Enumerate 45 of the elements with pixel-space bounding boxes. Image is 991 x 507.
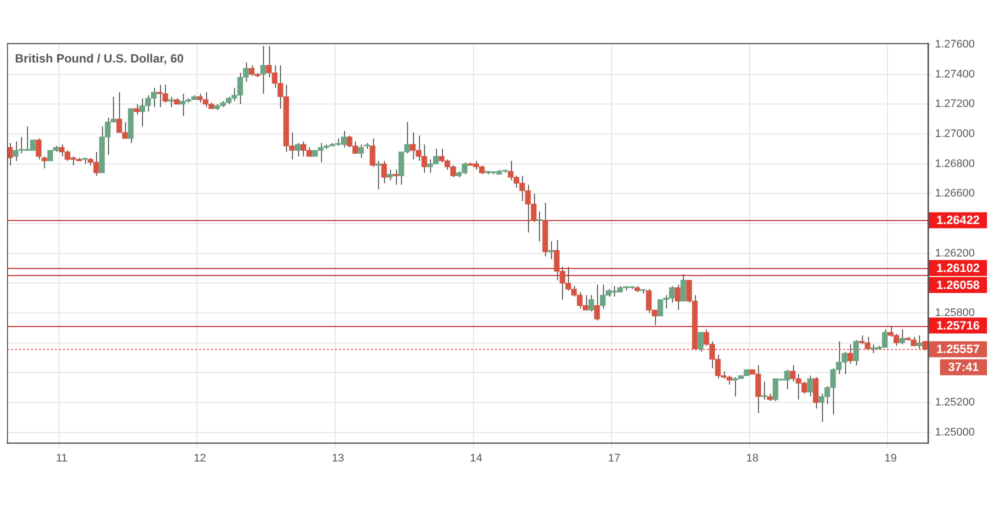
candlestick — [698, 332, 704, 352]
ref-line-label: 1.26102 — [936, 260, 980, 275]
candlestick — [916, 334, 922, 350]
candlestick — [899, 328, 905, 345]
candlestick — [761, 381, 767, 400]
y-tick-label: 1.25200 — [935, 396, 975, 409]
y-tick-label: 1.27600 — [935, 38, 975, 51]
ref-line-label: 1.26058 — [936, 278, 980, 292]
x-tick-label: 18 — [746, 452, 759, 464]
candlestick — [381, 160, 387, 184]
candlestick — [358, 144, 364, 158]
y-tick-label: 1.27200 — [935, 98, 975, 110]
candlestick — [386, 169, 393, 181]
candlestick — [594, 284, 600, 321]
ref-line-label: 1.26422 — [936, 213, 980, 228]
text: British Pound / U.S. Dollar, 60 — [15, 51, 184, 66]
text: 37:41 — [948, 360, 980, 374]
candlestick — [134, 104, 140, 116]
x-tick-label: 13 — [332, 452, 344, 464]
candlestick — [294, 142, 301, 157]
y-tick-label: 1.26200 — [935, 247, 975, 260]
x-tick-label: 11 — [56, 452, 68, 464]
candlestick — [548, 240, 554, 260]
candlestick — [392, 169, 398, 186]
ref-line-label: 1.25557 — [936, 342, 980, 356]
candlestick — [260, 45, 266, 94]
x-tick-label: 12 — [194, 452, 206, 464]
x-tick-label: 19 — [884, 452, 897, 464]
x-tick-label: 17 — [608, 452, 620, 464]
y-tick-label: 1.26800 — [935, 158, 975, 170]
candlestick — [674, 284, 680, 311]
y-tick-label: 1.25800 — [935, 307, 975, 320]
candlestick — [588, 294, 594, 312]
y-tick-label: 1.26600 — [935, 188, 975, 200]
candlestick — [168, 96, 174, 108]
y-tick-label: 1.25000 — [935, 426, 975, 438]
candlestick — [807, 375, 813, 398]
y-tick-label: 1.27400 — [935, 68, 975, 80]
x-tick-label: 14 — [470, 452, 482, 464]
ref-line-label: 1.25716 — [936, 318, 980, 332]
candlestick — [375, 160, 382, 190]
candlestick — [536, 211, 542, 242]
candlestick — [370, 138, 376, 168]
y-tick-label: 1.27000 — [935, 128, 975, 140]
candlestick — [853, 339, 859, 366]
